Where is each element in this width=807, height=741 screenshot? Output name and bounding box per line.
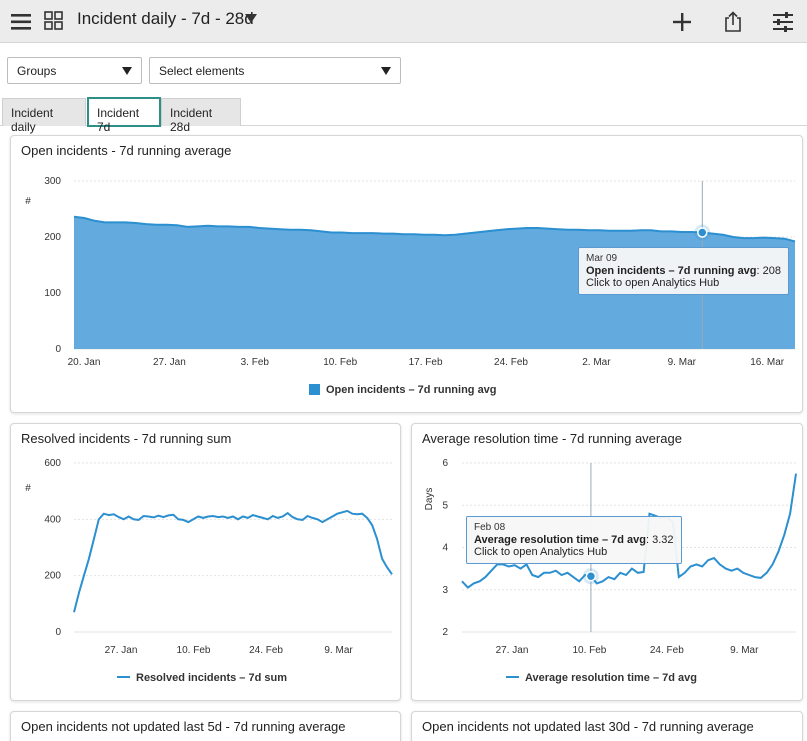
y-tick-label: 600: [44, 458, 61, 469]
not-updated-30d-panel[interactable]: Open incidents not updated last 30d - 7d…: [411, 711, 803, 741]
tooltip-date: Feb 08: [474, 522, 506, 533]
chevron-down-icon: [381, 67, 391, 75]
panel-title: Open incidents not updated last 5d - 7d …: [21, 719, 346, 734]
chart-tooltip: Mar 09 Open incidents – 7d running avg: …: [578, 247, 789, 295]
legend-label: Open incidents – 7d running avg: [326, 384, 497, 396]
series-line: [73, 215, 796, 243]
x-tick-label: 9. Mar: [324, 645, 353, 656]
avg-resolution-chart[interactable]: 2 3 4 5 6 Days 27. Jan 10. Feb 24. Feb 9. Mar Aver…: [412, 424, 803, 701]
x-tick-label: 10. Feb: [572, 645, 606, 656]
y-axis-label: Days: [424, 488, 435, 511]
x-tick-label: 27. Jan: [153, 357, 186, 368]
y-tick-label: 3: [442, 585, 448, 596]
y-tick-label: 100: [44, 288, 61, 299]
groups-select[interactable]: Groups: [7, 57, 142, 84]
x-tick-label: 20. Jan: [68, 357, 101, 368]
tooltip-date: Mar 09: [586, 253, 618, 264]
x-tick-label: 2. Mar: [582, 357, 611, 368]
legend-label: Average resolution time – 7d avg: [525, 672, 697, 684]
panel-title: Open incidents not updated last 30d - 7d…: [422, 719, 754, 734]
y-tick-label: 300: [44, 176, 61, 187]
x-tick-label: 27. Jan: [105, 645, 138, 656]
title-dropdown-icon[interactable]: [245, 14, 257, 23]
y-axis-label: #: [25, 196, 31, 207]
plus-icon[interactable]: [671, 11, 693, 33]
elements-select-label: Select elements: [159, 64, 245, 78]
x-tick-label: 9. Mar: [730, 645, 759, 656]
series-line: [73, 509, 393, 613]
panel-title: Resolved incidents - 7d running sum: [21, 431, 232, 446]
y-tick-label: 4: [442, 543, 448, 554]
hover-point: [697, 227, 708, 238]
tabs-divider: [0, 125, 807, 126]
hamburger-menu-icon[interactable]: [11, 12, 33, 32]
y-tick-label: 0: [55, 627, 61, 638]
x-tick-label: 24. Feb: [494, 357, 528, 368]
hover-point: [585, 570, 597, 582]
tab-incident-7d[interactable]: Incident 7d: [87, 97, 161, 134]
chevron-down-icon: [122, 67, 132, 75]
y-tick-label: 0: [55, 344, 61, 355]
x-tick-label: 3. Feb: [241, 357, 270, 368]
panel-title: Average resolution time - 7d running ave…: [422, 431, 682, 446]
chart-tooltip: Feb 08 Average resolution time – 7d avg:…: [466, 516, 682, 564]
x-tick-label: 24. Feb: [249, 645, 283, 656]
sliders-icon[interactable]: [772, 11, 794, 33]
dashboard-grid-icon[interactable]: [44, 11, 64, 31]
x-tick-label: 9. Mar: [668, 357, 697, 368]
y-tick-label: 6: [442, 458, 448, 469]
x-tick-label: 10. Feb: [177, 645, 211, 656]
not-updated-5d-panel[interactable]: Open incidents not updated last 5d - 7d …: [10, 711, 401, 741]
groups-select-label: Groups: [17, 64, 57, 78]
resolved-incidents-panel[interactable]: Resolved incidents - 7d running sum 0 200…: [10, 423, 401, 701]
legend-swatch: [309, 384, 320, 395]
avg-resolution-panel[interactable]: Average resolution time - 7d running ave…: [411, 423, 803, 701]
tooltip-series: Average resolution time – 7d avg: [474, 534, 646, 546]
legend-label: Resolved incidents – 7d sum: [136, 672, 287, 684]
x-tick-label: 16. Mar: [750, 357, 785, 368]
x-tick-label: 24. Feb: [650, 645, 684, 656]
tooltip-value: : 3.32: [645, 534, 674, 546]
y-tick-label: 200: [44, 232, 61, 243]
tooltip-hint: Click to open Analytics Hub: [586, 277, 720, 289]
tooltip-value: : 208: [756, 265, 781, 277]
dashboard-title[interactable]: Incident daily - 7d - 28d: [77, 9, 254, 28]
top-bar: Incident daily - 7d - 28d: [0, 0, 807, 43]
y-tick-label: 2: [442, 627, 448, 638]
tooltip-series: Open incidents – 7d running avg: [586, 265, 757, 277]
share-icon[interactable]: [723, 10, 743, 32]
tooltip-hint: Click to open Analytics Hub: [474, 546, 608, 558]
y-tick-label: 5: [442, 500, 448, 511]
open-incidents-panel[interactable]: Open incidents - 7d running average 0 100…: [10, 135, 803, 413]
series-line: [461, 473, 797, 589]
x-tick-label: 10. Feb: [323, 357, 357, 368]
panel-title: Open incidents - 7d running average: [21, 143, 232, 158]
tab-incident-28d[interactable]: Incident 28d: [161, 98, 241, 134]
tab-incident-daily[interactable]: Incident daily: [2, 98, 86, 134]
elements-select[interactable]: Select elements: [149, 57, 401, 84]
x-tick-label: 27. Jan: [496, 645, 529, 656]
y-tick-label: 400: [44, 514, 61, 525]
x-tick-label: 17. Feb: [409, 357, 443, 368]
y-tick-label: 200: [44, 571, 61, 582]
y-axis-label: #: [25, 483, 31, 494]
